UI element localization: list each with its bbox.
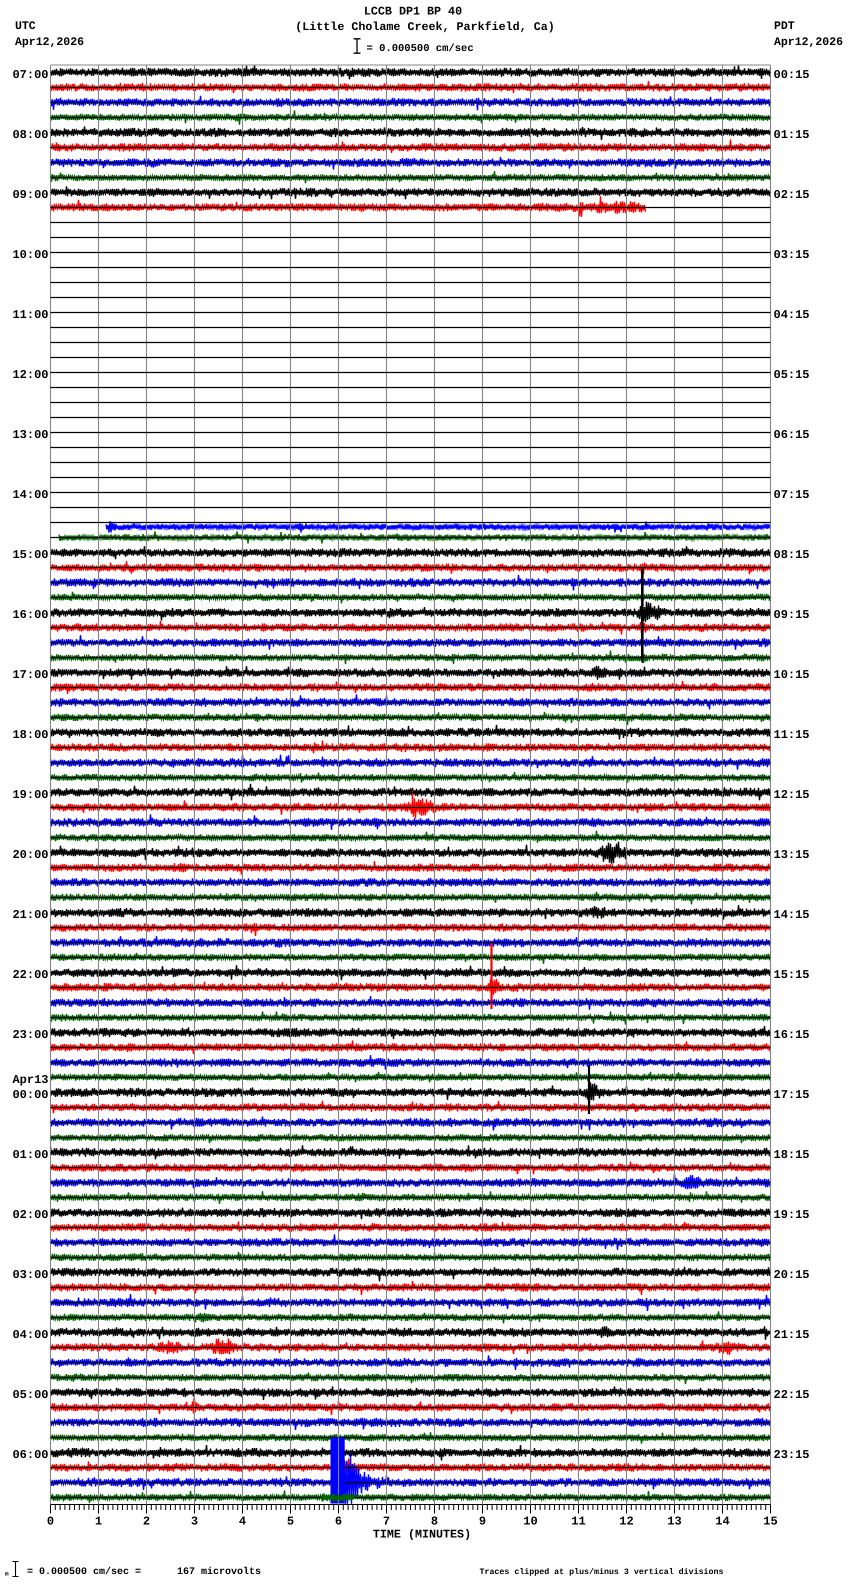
svg-text:m: m bbox=[5, 1571, 9, 1578]
svg-text:14:15: 14:15 bbox=[774, 908, 810, 922]
svg-text:01:15: 01:15 bbox=[774, 128, 810, 142]
svg-text:3: 3 bbox=[191, 1515, 198, 1529]
svg-text:1: 1 bbox=[95, 1515, 102, 1529]
svg-text:18:15: 18:15 bbox=[774, 1148, 810, 1162]
svg-text:00:00: 00:00 bbox=[12, 1088, 48, 1102]
svg-text:8: 8 bbox=[431, 1515, 438, 1529]
svg-text:13:00: 13:00 bbox=[12, 428, 48, 442]
svg-text:Apr13: Apr13 bbox=[12, 1073, 48, 1087]
svg-text:15:15: 15:15 bbox=[774, 968, 810, 982]
svg-text:06:00: 06:00 bbox=[12, 1448, 48, 1462]
svg-text:UTC: UTC bbox=[15, 20, 36, 33]
svg-text:12:00: 12:00 bbox=[12, 368, 48, 382]
svg-text:13:15: 13:15 bbox=[774, 848, 810, 862]
svg-text:2: 2 bbox=[143, 1515, 150, 1529]
svg-text:02:00: 02:00 bbox=[12, 1208, 48, 1222]
svg-text:19:15: 19:15 bbox=[774, 1208, 810, 1222]
svg-text:08:15: 08:15 bbox=[774, 548, 810, 562]
svg-text:5: 5 bbox=[287, 1515, 294, 1529]
svg-text:7: 7 bbox=[383, 1515, 390, 1529]
svg-text:09:00: 09:00 bbox=[12, 188, 48, 202]
svg-text:11:15: 11:15 bbox=[774, 728, 810, 742]
svg-text:16:15: 16:15 bbox=[774, 1028, 810, 1042]
svg-text:07:15: 07:15 bbox=[774, 488, 810, 502]
svg-text:13: 13 bbox=[667, 1515, 681, 1529]
svg-text:04:15: 04:15 bbox=[774, 308, 810, 322]
svg-text:05:00: 05:00 bbox=[12, 1388, 48, 1402]
svg-text:10:15: 10:15 bbox=[774, 668, 810, 682]
svg-text:Apr12,2026: Apr12,2026 bbox=[15, 36, 84, 49]
svg-text:15: 15 bbox=[763, 1515, 777, 1529]
svg-text:11: 11 bbox=[571, 1515, 585, 1529]
svg-text:18:00: 18:00 bbox=[12, 728, 48, 742]
svg-text:04:00: 04:00 bbox=[12, 1328, 48, 1342]
svg-text:07:00: 07:00 bbox=[12, 68, 48, 82]
svg-text:01:00: 01:00 bbox=[12, 1148, 48, 1162]
svg-text:14: 14 bbox=[715, 1515, 729, 1529]
svg-text:10:00: 10:00 bbox=[12, 248, 48, 262]
svg-text:= 0.000500 cm/sec = 167 m: = 0.000500 cm/sec = 167 microvolts bbox=[27, 1566, 261, 1578]
svg-text:9: 9 bbox=[479, 1515, 486, 1529]
svg-text:00:15: 00:15 bbox=[774, 68, 810, 82]
svg-text:23:00: 23:00 bbox=[12, 1028, 48, 1042]
svg-text:11:00: 11:00 bbox=[12, 308, 48, 322]
svg-text:20:00: 20:00 bbox=[12, 848, 48, 862]
svg-text:09:15: 09:15 bbox=[774, 608, 810, 622]
svg-text:05:15: 05:15 bbox=[774, 368, 810, 382]
svg-text:17:00: 17:00 bbox=[12, 668, 48, 682]
svg-text:4: 4 bbox=[239, 1515, 246, 1529]
svg-text:03:15: 03:15 bbox=[774, 248, 810, 262]
svg-text:TIME (MINUTES): TIME (MINUTES) bbox=[373, 1528, 471, 1542]
svg-text:02:15: 02:15 bbox=[774, 188, 810, 202]
svg-text:(Little Cholame Creek, Parkfie: (Little Cholame Creek, Parkfield, Ca) bbox=[295, 20, 555, 34]
svg-text:06:15: 06:15 bbox=[774, 428, 810, 442]
svg-text:20:15: 20:15 bbox=[774, 1268, 810, 1282]
svg-text:22:00: 22:00 bbox=[12, 968, 48, 982]
svg-text:21:00: 21:00 bbox=[12, 908, 48, 922]
svg-text:12:15: 12:15 bbox=[774, 788, 810, 802]
svg-text:0: 0 bbox=[47, 1515, 54, 1529]
svg-text:PDT: PDT bbox=[774, 20, 795, 33]
svg-text:21:15: 21:15 bbox=[774, 1328, 810, 1342]
svg-text:03:00: 03:00 bbox=[12, 1268, 48, 1282]
svg-text:17:15: 17:15 bbox=[774, 1088, 810, 1102]
svg-text:22:15: 22:15 bbox=[774, 1388, 810, 1402]
svg-text:14:00: 14:00 bbox=[12, 488, 48, 502]
svg-text:6: 6 bbox=[335, 1515, 342, 1529]
svg-text:= 0.000500 cm/sec: = 0.000500 cm/sec bbox=[367, 43, 474, 55]
svg-text:LCCB DP1 BP 40: LCCB DP1 BP 40 bbox=[364, 5, 462, 19]
svg-text:12: 12 bbox=[619, 1515, 633, 1529]
svg-text:10: 10 bbox=[523, 1515, 537, 1529]
svg-text:19:00: 19:00 bbox=[12, 788, 48, 802]
svg-text:Apr12,2026: Apr12,2026 bbox=[774, 36, 843, 49]
svg-text:23:15: 23:15 bbox=[774, 1448, 810, 1462]
svg-text:16:00: 16:00 bbox=[12, 608, 48, 622]
svg-text:Traces clipped at plus/minus 3: Traces clipped at plus/minus 3 vertical … bbox=[480, 1567, 724, 1577]
svg-text:08:00: 08:00 bbox=[12, 128, 48, 142]
svg-text:15:00: 15:00 bbox=[12, 548, 48, 562]
